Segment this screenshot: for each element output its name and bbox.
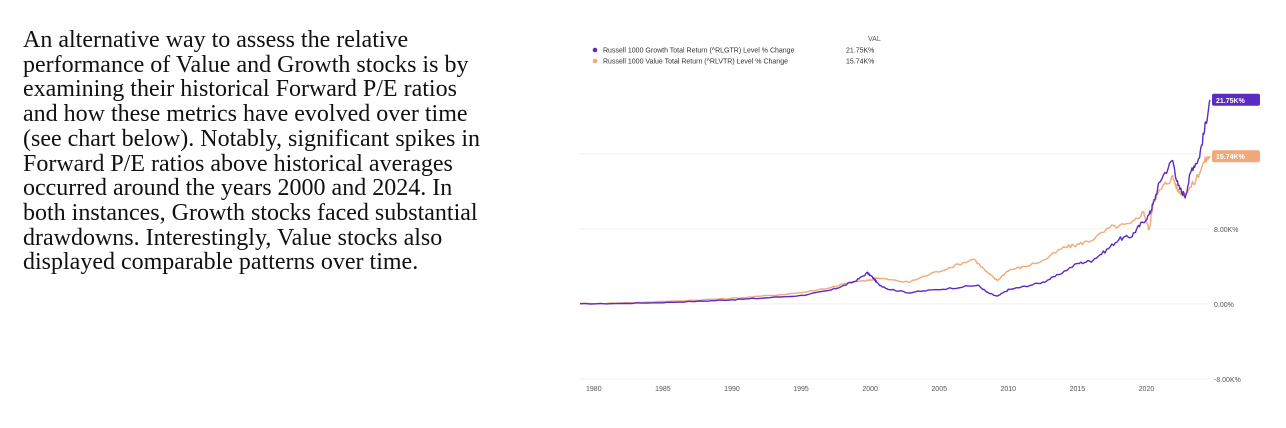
legend-dot-value bbox=[592, 58, 598, 64]
paragraph-line: occurred around the years 2000 and 2024.… bbox=[23, 175, 453, 202]
paragraph-line: performance of Value and Growth stocks i… bbox=[23, 51, 469, 78]
x-tick-label: 2000 bbox=[862, 386, 878, 393]
paragraph-line: both instances, Growth stocks faced subs… bbox=[23, 199, 478, 226]
paragraph-line: (see chart below). Notably, significant … bbox=[23, 125, 480, 152]
x-tick-label: 2020 bbox=[1139, 386, 1155, 393]
y-axis: 16.00K%8.00K%0.00%-8.00K% bbox=[1214, 152, 1242, 384]
y-tick-label: -8.00K% bbox=[1214, 377, 1241, 384]
last-value-badges: 21.75K% 15.74K% bbox=[1212, 93, 1260, 163]
x-axis: 1980 1985 1990 1995 2000 2005 2010 2015 2020 bbox=[586, 386, 1154, 393]
grid bbox=[580, 153, 1210, 380]
x-tick-label: 1990 bbox=[724, 386, 740, 393]
paragraph-line: displayed comparable patterns over time. bbox=[23, 249, 419, 276]
series-line-value bbox=[579, 155, 1211, 305]
series-line-growth bbox=[579, 99, 1211, 305]
legend-header: VAL bbox=[868, 36, 881, 43]
x-tick-label: 1980 bbox=[586, 386, 602, 393]
legend-dot-growth bbox=[592, 47, 598, 53]
intro-paragraph: An alternative way to assess the relativ… bbox=[23, 28, 563, 275]
paragraph-line: Forward P/E ratios above historical aver… bbox=[23, 150, 453, 177]
legend-label-growth: Russell 1000 Growth Total Return (^RLGTR… bbox=[603, 48, 795, 55]
last-value-badge-value bbox=[1212, 150, 1260, 163]
x-tick-label: 1985 bbox=[655, 386, 671, 393]
legend-label-value: Russell 1000 Value Total Return (^RLVTR)… bbox=[603, 59, 788, 66]
last-value-badge-growth bbox=[1212, 93, 1260, 106]
x-tick-label: 2015 bbox=[1070, 386, 1086, 393]
legend: VAL Russell 1000 Growth Total Return (^R… bbox=[592, 36, 881, 66]
x-tick-label: 1995 bbox=[793, 386, 809, 393]
paragraph-line: and how these metrics have evolved over … bbox=[23, 101, 468, 128]
series-lines bbox=[579, 99, 1211, 305]
y-tick-label: 8.00K% bbox=[1214, 227, 1239, 234]
last-value-text: 15.74K% bbox=[1216, 154, 1246, 161]
x-tick-label: 2010 bbox=[1001, 386, 1017, 393]
legend-value-value: 15.74K% bbox=[846, 59, 874, 66]
y-tick-label: 0.00% bbox=[1214, 302, 1234, 309]
paragraph-line: An alternative way to assess the relativ… bbox=[23, 27, 409, 53]
last-value-text: 21.75K% bbox=[1216, 98, 1246, 105]
x-tick-label: 2005 bbox=[931, 386, 947, 393]
paragraph-line: drawdowns. Interestingly, Value stocks a… bbox=[23, 224, 443, 251]
paragraph-line: examining their historical Forward P/E r… bbox=[23, 76, 457, 103]
legend-value-growth: 21.75K% bbox=[846, 48, 874, 55]
